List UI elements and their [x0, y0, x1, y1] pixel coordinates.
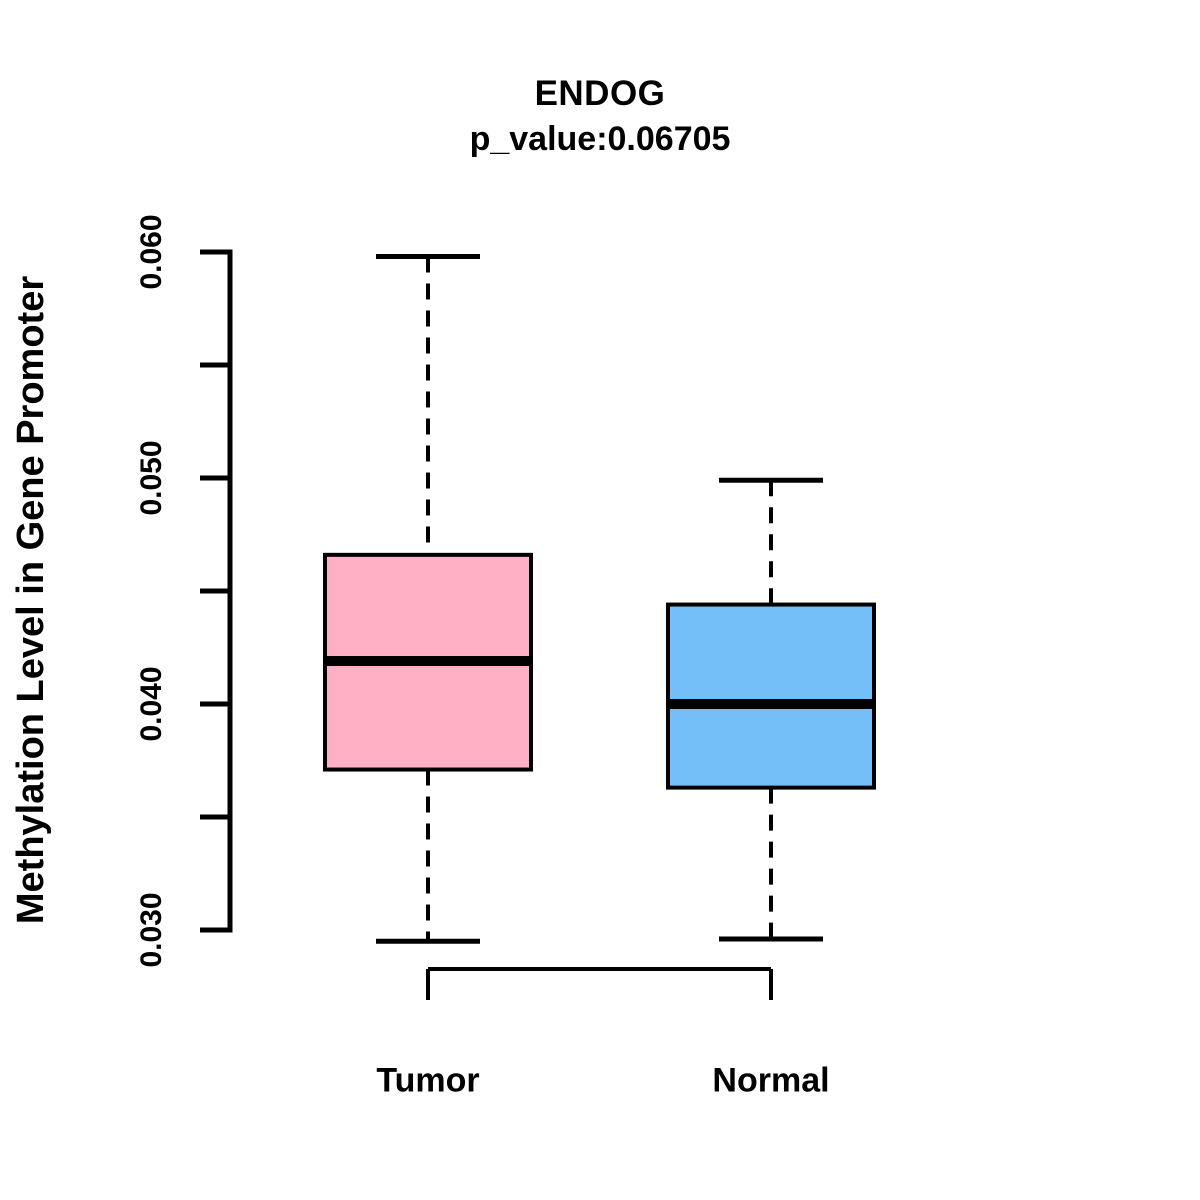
chart-title: ENDOG [534, 74, 666, 113]
x-category-label-normal: Normal [712, 1061, 830, 1100]
box-normal [666, 602, 876, 790]
y-tick-label: 0.030 [135, 892, 168, 968]
y-tick-label: 0.050 [135, 440, 168, 516]
chart-subtitle: p_value:0.06705 [469, 120, 731, 158]
y-tick-label: 0.060 [135, 214, 168, 290]
y-tick-label: 0.040 [135, 666, 168, 742]
x-category-label-tumor: Tumor [376, 1061, 480, 1100]
